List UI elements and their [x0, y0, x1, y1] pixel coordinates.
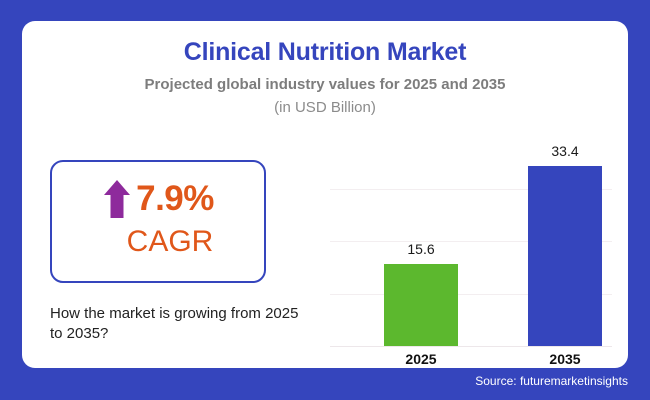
- subtitle: Projected global industry values for 202…: [144, 76, 506, 93]
- gridline-20: [330, 241, 612, 242]
- cagr-callout-box: 7.9% CAGR: [50, 160, 266, 283]
- units-label: (in USD Billion): [274, 99, 376, 116]
- cagr-label: CAGR: [126, 225, 214, 258]
- bar-2025: [384, 264, 458, 346]
- bar-2035: [528, 166, 602, 346]
- bar-chart: 15.6 2025 33.4 2035: [322, 139, 612, 368]
- bar-category-label: 2025: [405, 351, 437, 367]
- bar-value-label: 33.4: [551, 143, 579, 159]
- cagr-value: 7.9%: [136, 179, 214, 218]
- cagr-caption: How the market is growing from 2025 to 2…: [50, 305, 299, 342]
- content-card: Clinical Nutrition Market Projected glob…: [22, 21, 628, 368]
- source-attribution: Source: futuremarketinsights: [475, 374, 628, 388]
- page-title: Clinical Nutrition Market: [183, 38, 467, 66]
- cagr-value-row: 7.9%: [52, 177, 264, 221]
- header: Clinical Nutrition Market Projected glob…: [22, 37, 628, 118]
- gridline-30: [330, 189, 612, 190]
- bar-category-label: 2035: [549, 351, 581, 367]
- arrow-up-icon: [104, 180, 131, 218]
- bar-value-label: 15.6: [407, 241, 435, 257]
- gridline-10: [330, 294, 612, 295]
- axis-baseline: [330, 346, 612, 347]
